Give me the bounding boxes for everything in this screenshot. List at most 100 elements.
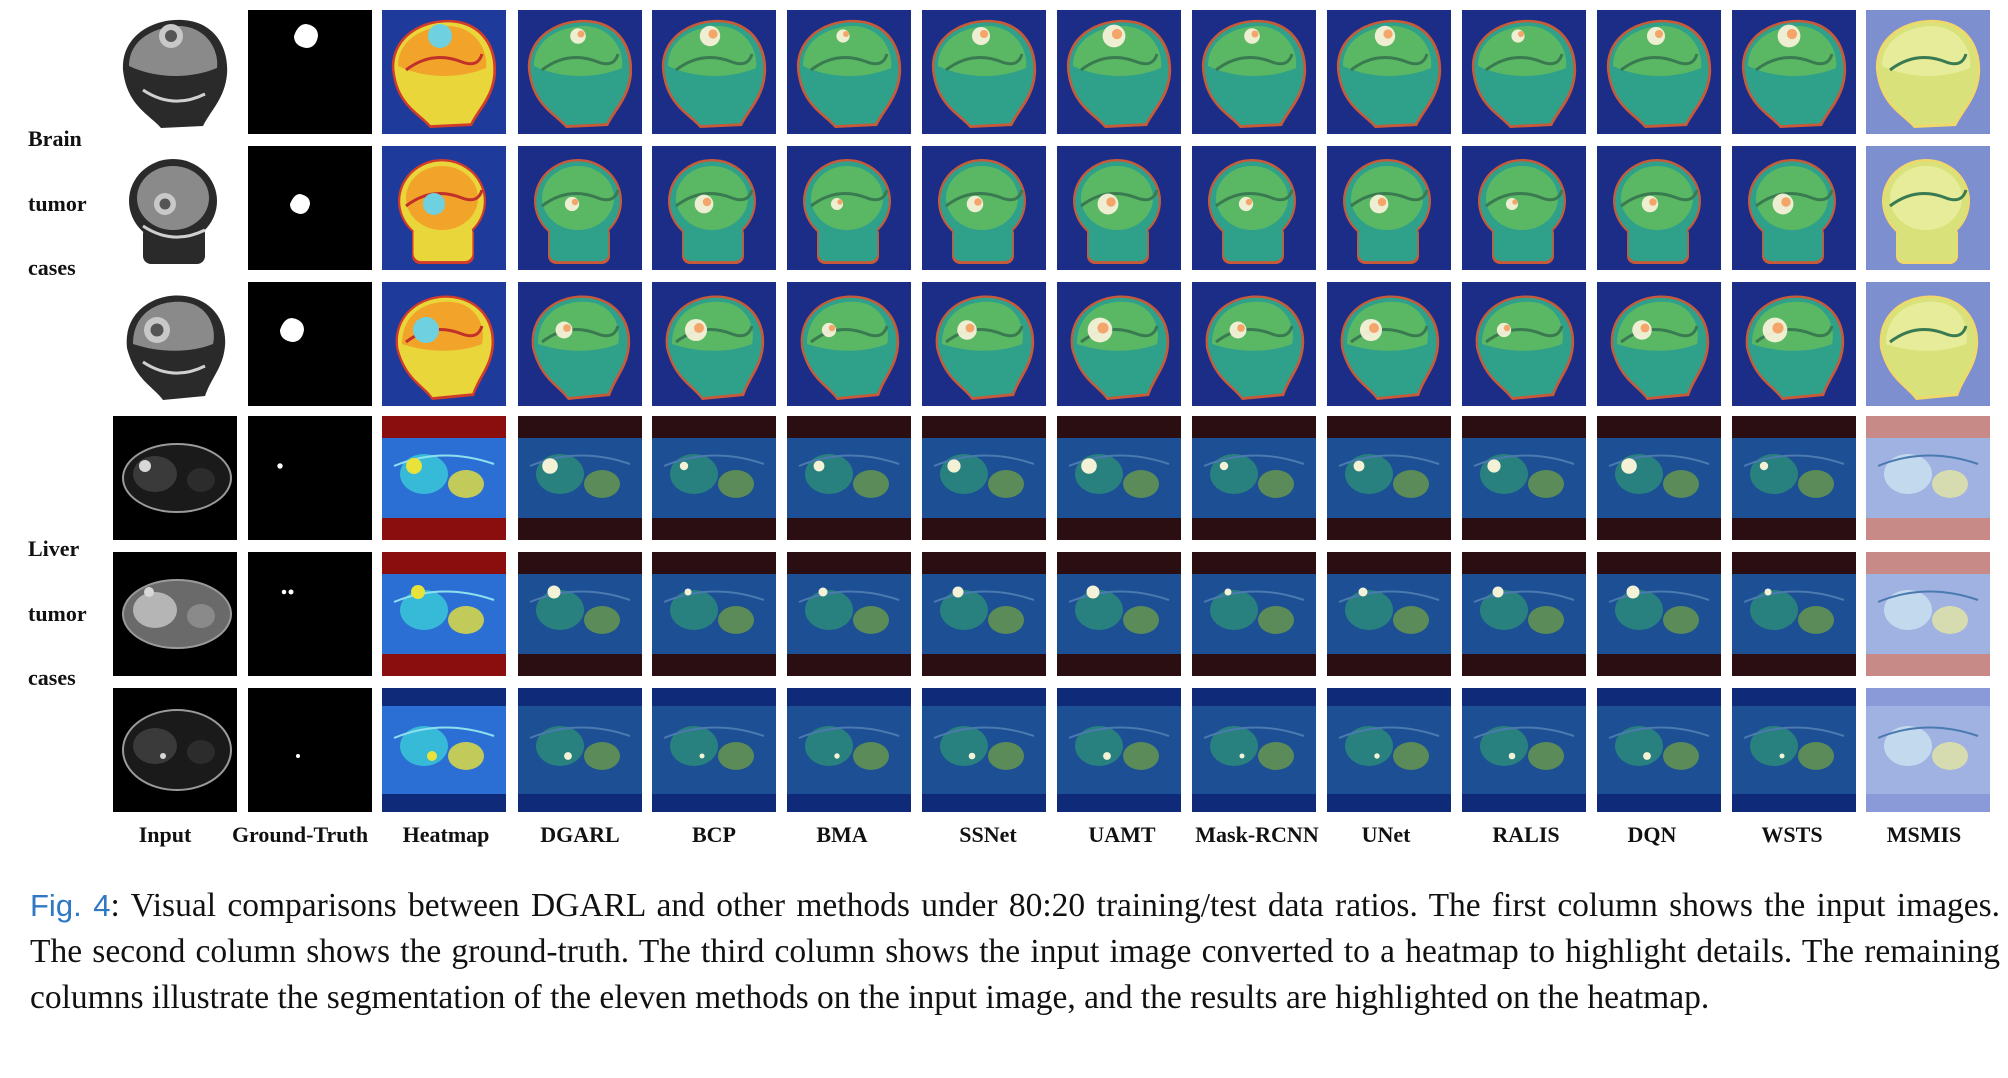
result-image xyxy=(1866,282,1990,406)
result-image xyxy=(248,10,372,134)
result-image xyxy=(1192,10,1316,134)
result-image xyxy=(787,688,911,812)
result-image xyxy=(1192,282,1316,406)
result-image xyxy=(1192,416,1316,540)
result-image xyxy=(1057,10,1181,134)
result-image xyxy=(1732,282,1856,406)
result-image xyxy=(1597,282,1721,406)
result-image xyxy=(248,146,372,270)
result-image xyxy=(1866,416,1990,540)
result-image xyxy=(1597,146,1721,270)
result-image xyxy=(1057,416,1181,540)
result-image xyxy=(787,146,911,270)
result-image xyxy=(1732,552,1856,676)
result-image xyxy=(1057,552,1181,676)
result-image xyxy=(1462,552,1586,676)
result-image xyxy=(382,552,506,676)
result-image xyxy=(248,416,372,540)
result-image xyxy=(1327,416,1451,540)
row-group-label: tumor xyxy=(28,601,87,626)
result-image xyxy=(1327,688,1451,812)
result-image xyxy=(1597,10,1721,134)
result-image xyxy=(113,416,237,540)
row-group-label: cases xyxy=(28,255,76,280)
column-label-msmis: MSMIS xyxy=(1886,822,1962,847)
result-image xyxy=(1327,552,1451,676)
result-image xyxy=(113,10,237,134)
result-image xyxy=(652,688,776,812)
result-image xyxy=(518,146,642,270)
result-image xyxy=(787,282,911,406)
result-image xyxy=(1462,416,1586,540)
result-image xyxy=(1327,10,1451,134)
column-label-heatmap: Heatmap xyxy=(402,822,490,847)
result-image xyxy=(518,282,642,406)
result-image xyxy=(1057,146,1181,270)
row-group-label: cases xyxy=(28,665,76,690)
result-image xyxy=(382,146,506,270)
row-group-label: Brain xyxy=(28,126,82,151)
row-group-label: Liver xyxy=(28,536,80,561)
result-image xyxy=(1732,416,1856,540)
result-image xyxy=(248,282,372,406)
result-image xyxy=(1462,10,1586,134)
result-image xyxy=(922,146,1046,270)
result-image xyxy=(1327,146,1451,270)
result-image xyxy=(652,282,776,406)
result-image xyxy=(922,282,1046,406)
column-label-uamt: UAMT xyxy=(1088,822,1156,847)
result-image xyxy=(1866,146,1990,270)
result-image xyxy=(518,10,642,134)
result-image xyxy=(1732,146,1856,270)
result-image xyxy=(922,688,1046,812)
result-image xyxy=(248,552,372,676)
column-label-bcp: BCP xyxy=(692,822,736,847)
result-image xyxy=(248,688,372,812)
caption-text: : Visual comparisons between DGARL and o… xyxy=(30,887,2001,1016)
result-image xyxy=(113,282,237,406)
result-image xyxy=(1057,282,1181,406)
column-label-dqn: DQN xyxy=(1627,822,1677,847)
column-label-unet: UNet xyxy=(1361,822,1411,847)
column-label-bma: BMA xyxy=(816,822,868,847)
result-image xyxy=(1597,416,1721,540)
result-image xyxy=(652,146,776,270)
result-image xyxy=(1866,688,1990,812)
result-image xyxy=(113,552,237,676)
figure-number: Fig. 4 xyxy=(30,888,111,923)
result-image xyxy=(518,552,642,676)
result-image xyxy=(382,10,506,134)
result-image xyxy=(652,552,776,676)
result-image xyxy=(1192,688,1316,812)
result-image xyxy=(382,416,506,540)
result-image xyxy=(787,10,911,134)
result-image xyxy=(1192,146,1316,270)
result-image xyxy=(787,416,911,540)
result-image xyxy=(382,688,506,812)
figure-grid: Brain tumor cases Liver tumor cases Input Groun… xyxy=(28,10,1990,847)
result-image xyxy=(1192,552,1316,676)
result-image xyxy=(652,416,776,540)
result-image xyxy=(1732,688,1856,812)
row-group-label: tumor xyxy=(28,191,87,216)
result-image xyxy=(1327,282,1451,406)
figure-caption: Fig. 4: Visual comparisons between DGARL… xyxy=(30,883,2000,1021)
column-label-mask-rcnn: Mask-RCNN xyxy=(1195,822,1319,847)
column-label-dgarl: DGARL xyxy=(540,822,620,847)
column-label-input: Input xyxy=(138,822,192,847)
result-image xyxy=(1866,10,1990,134)
result-image xyxy=(922,10,1046,134)
result-image xyxy=(518,416,642,540)
result-image xyxy=(1597,688,1721,812)
result-image xyxy=(113,688,237,812)
result-image xyxy=(787,552,911,676)
result-image xyxy=(518,688,642,812)
column-label-wsts: WSTS xyxy=(1761,822,1823,847)
result-image xyxy=(1597,552,1721,676)
result-image xyxy=(922,416,1046,540)
result-image xyxy=(652,10,776,134)
result-image xyxy=(922,552,1046,676)
result-image xyxy=(1462,146,1586,270)
result-image xyxy=(1866,552,1990,676)
result-image xyxy=(1057,688,1181,812)
